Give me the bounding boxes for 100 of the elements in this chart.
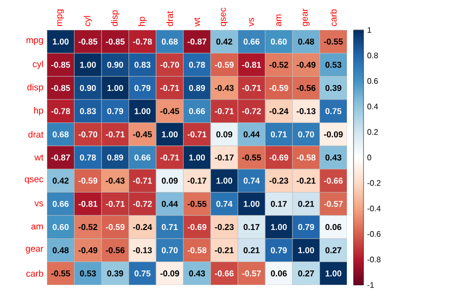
data-label: -0.45 [133,131,152,138]
data-label: -0.13 [296,108,316,114]
x-tick-label: disp [110,10,120,26]
data-label: 0.48 [52,247,69,254]
data-label: -0.57 [324,200,343,207]
y-tick-label: mpg [26,38,43,45]
data-label: -0.71 [188,131,206,138]
x-tick-label: wt [194,18,200,26]
data-label: 0.83 [80,108,96,114]
data-label: -0.09 [160,270,180,276]
data-label: 1.00 [52,38,69,45]
data-label: -0.71 [160,154,180,161]
y-tick-label: wt [34,154,44,160]
data-label: -0.85 [106,38,125,45]
data-label: -0.43 [106,178,125,184]
data-label: -0.49 [296,62,316,68]
data-label: 0.09 [162,178,178,184]
data-label: -0.13 [133,247,152,254]
x-tick-label: am [276,14,282,26]
data-label: 1.00 [80,62,96,68]
data-label: 0.71 [162,224,178,230]
y-tick-label: carb [26,270,44,277]
data-label: -0.24 [133,224,152,230]
data-label: -0.78 [133,38,152,45]
data-label: 0.66 [52,200,69,207]
data-label: 0.78 [189,62,206,68]
data-label: -0.56 [106,247,125,254]
data-label: 0.21 [298,200,314,207]
color-bar-label: 0.8 [367,52,378,58]
data-label: 0.39 [325,84,342,91]
data-label: 0.66 [134,154,150,161]
data-label: -0.24 [269,108,288,114]
data-label: 0.68 [162,38,178,45]
data-label: -0.55 [51,270,70,276]
data-label: 0.78 [80,154,96,161]
data-label: -0.59 [78,178,98,184]
data-label: -0.66 [214,270,234,276]
data-label: -0.81 [78,200,98,207]
data-label: -0.87 [51,154,70,161]
data-label: -0.52 [78,224,98,230]
y-tick-label: qsec [24,177,44,184]
color-bar-label: -0.4 [367,206,381,212]
color-bar-label: -0.2 [367,180,380,186]
data-label: -0.85 [51,62,70,68]
data-label: 0.53 [325,62,342,68]
data-label: -0.71 [106,131,125,138]
data-label: 0.79 [270,247,287,254]
data-label: -0.66 [324,178,343,184]
data-label: 1.00 [162,131,178,138]
data-label: -0.17 [188,178,206,184]
data-label: 1.00 [326,270,342,276]
data-label: -0.58 [188,247,206,254]
x-tick-label: mpg [57,10,64,26]
data-label: -0.09 [324,131,343,138]
data-label: -0.85 [51,84,70,91]
data-label: 0.83 [134,62,150,68]
data-label: 0.60 [52,224,69,230]
data-label: 0.79 [134,84,150,91]
data-label: -0.49 [78,247,98,254]
data-label: 1.00 [107,84,124,91]
data-label: 0.89 [189,84,205,91]
data-label: 0.42 [52,178,69,184]
x-tick-label: cyl [84,16,92,26]
data-label: 1.00 [134,108,150,114]
data-label: -0.58 [296,154,316,161]
data-label: -0.52 [269,62,288,68]
y-tick-label: gear [26,246,44,254]
data-label: 0.60 [270,38,287,45]
data-label: -0.43 [214,84,234,91]
color-bar-label: 1 [368,27,372,33]
data-label: -0.70 [78,131,98,138]
data-label: 0.70 [162,247,178,254]
x-tick-label: drat [166,11,174,26]
data-label: 0.74 [216,200,233,207]
y-tick-label: am [31,224,43,230]
data-label: 0.53 [80,270,96,276]
data-label: 0.17 [244,224,260,230]
data-label: 0.06 [270,270,287,276]
color-bar-label: 0.6 [367,78,378,84]
data-label: -0.72 [242,108,261,114]
data-label: 0.44 [244,131,260,138]
color-bar-label: 0 [367,154,372,160]
data-label: -0.72 [133,200,152,207]
data-label: 0.79 [298,224,314,230]
data-label: 0.75 [134,270,150,276]
data-label: 0.21 [244,247,260,254]
data-label: -0.87 [188,38,206,45]
x-tick-label: carb [330,9,337,26]
data-label: -0.23 [269,178,288,184]
data-label: -0.59 [269,84,288,91]
data-label: 1.00 [298,247,314,254]
color-bar-label: -1 [367,282,374,288]
data-label: 0.74 [244,178,260,184]
data-label: -0.59 [106,224,125,230]
data-label: -0.17 [214,154,234,161]
data-label: 0.44 [162,200,178,207]
y-tick-label: drat [28,131,44,138]
color-bar-label: -0.6 [367,231,380,237]
color-bar-label: 0.4 [367,104,378,110]
data-label: 1.00 [189,154,205,161]
